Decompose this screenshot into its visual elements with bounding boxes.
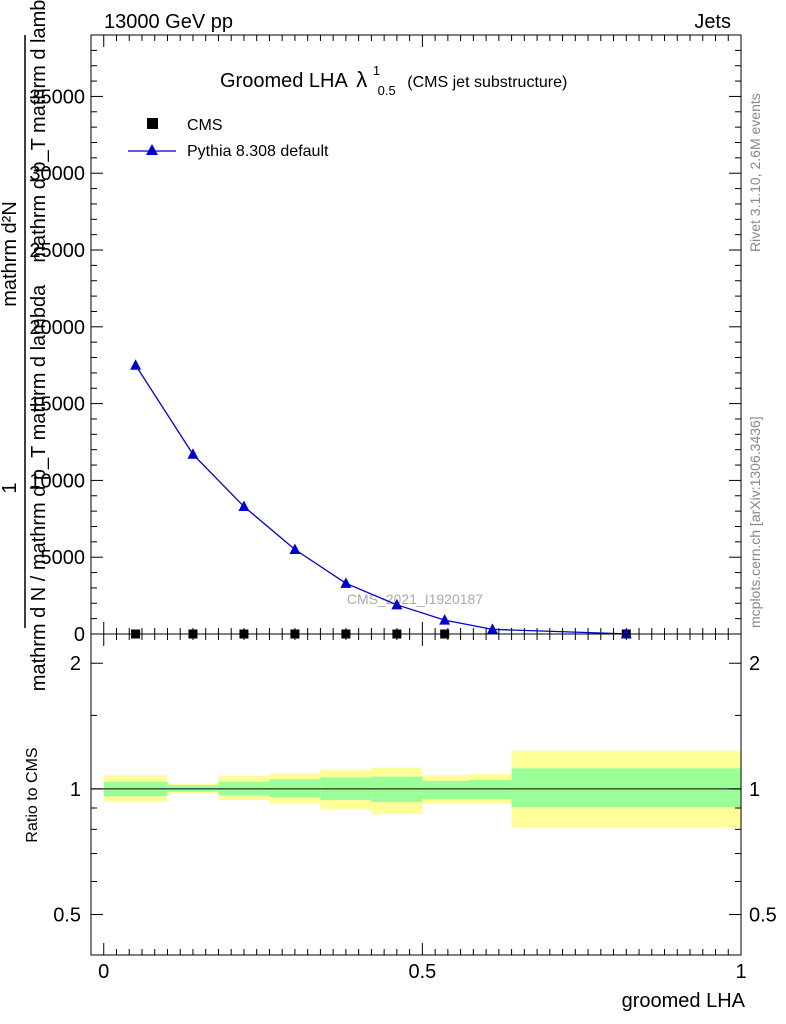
x-tick-label: 1 (735, 961, 746, 983)
main-y-tick-label: 30000 (29, 163, 85, 185)
rivet-version-label: Rivet 3.1.10, 2.6M events (747, 93, 763, 252)
ratio-stat-band (269, 779, 321, 798)
chart-title: Groomed LHA λ 1 0.5 (CMS jet substructur… (220, 58, 567, 100)
main-y-tick-label: 5000 (41, 547, 86, 569)
pythia-data-point (486, 623, 498, 634)
ratio-frame (90, 633, 742, 956)
legend-cms-marker (147, 118, 158, 129)
pythia-data-point (187, 448, 199, 459)
main-y-ticks: 0 5000 10000 15000 20000 25000 30000 35000 (29, 49, 741, 646)
process-label: Jets (694, 11, 731, 33)
ratio-y-tick-label: 2 (70, 653, 81, 675)
chart-title-sub: 0.5 (378, 83, 396, 98)
pythia-data-point (238, 500, 250, 512)
main-y-tick-label: 35000 (29, 86, 85, 108)
pythia-data-point (289, 543, 301, 555)
ratio-y-label: Ratio to CMS (24, 747, 41, 842)
legend-pythia-label: Pythia 8.308 default (187, 143, 329, 160)
main-y-tick-label: 10000 (29, 470, 85, 492)
ratio-y-tick-label-right: 2 (749, 653, 760, 675)
legend-cms-label: CMS (187, 117, 223, 134)
ratio-stat-band (511, 768, 741, 807)
pythia-data-point (620, 627, 632, 639)
pythia-data-point (439, 614, 451, 625)
y-label-numerator: mathrm d²N (0, 201, 21, 307)
main-panel: 0 5000 10000 15000 20000 25000 30000 35000 Groo… (29, 34, 742, 646)
x-axis-label: groomed LHA (622, 990, 746, 1012)
legend-pythia-marker (146, 144, 158, 155)
main-y-axis-label: mathrm d²N mathrm d p_T mathrm d lambda … (0, 0, 50, 691)
collision-label: 13000 GeV pp (104, 11, 233, 33)
chart-title-sup: 1 (373, 63, 380, 78)
mcplots-label: mcplots.cern.ch [arXiv:1306.3436] (747, 416, 763, 628)
y-label-one: 1 (0, 482, 21, 493)
pythia-data-point (340, 577, 352, 588)
ratio-stat-band (422, 780, 467, 800)
ratio-y-tick-label: 0.5 (53, 905, 81, 927)
pythia-data-point (130, 359, 142, 370)
x-tick-label: 0.5 (408, 961, 436, 983)
ratio-panel: 0.5 0.51 12 2 0 0.5 1 Ratio to CMS groomed LH… (24, 633, 777, 1012)
ratio-y-tick-label: 1 (70, 779, 81, 801)
main-x-ticks (103, 35, 742, 634)
chart-title-suffix: (CMS jet substructure) (407, 74, 567, 91)
chart-title-lambda: λ (356, 67, 367, 92)
legend: CMS Pythia 8.308 default (128, 117, 329, 160)
main-y-tick-label: 0 (74, 624, 85, 646)
chart-title-main: Groomed LHA (220, 70, 348, 92)
main-y-tick-label: 15000 (29, 394, 85, 416)
main-y-tick-label: 25000 (29, 240, 85, 262)
ratio-y-ticks: 0.5 0.5 1 1 2 2 (53, 653, 777, 926)
ratio-y-tick-label-right: 1 (749, 779, 760, 801)
ratio-y-tick-label-right: 0.5 (749, 905, 777, 927)
main-y-tick-label: 20000 (29, 317, 85, 339)
ratio-stat-band (466, 780, 512, 800)
x-tick-label: 0 (98, 961, 109, 983)
y-label-mid: mathrm d N / mathrm d p_T mathrm d lambd… (28, 284, 50, 691)
ratio-x-ticks: 0 0.5 1 (98, 634, 747, 983)
pythia-data-point (391, 598, 403, 610)
ratio-bands (103, 750, 741, 828)
y-label-denominator: mathrm d p_T mathrm d lambda (28, 0, 50, 263)
analysis-watermark: CMS_2021_I1920187 (347, 591, 483, 607)
